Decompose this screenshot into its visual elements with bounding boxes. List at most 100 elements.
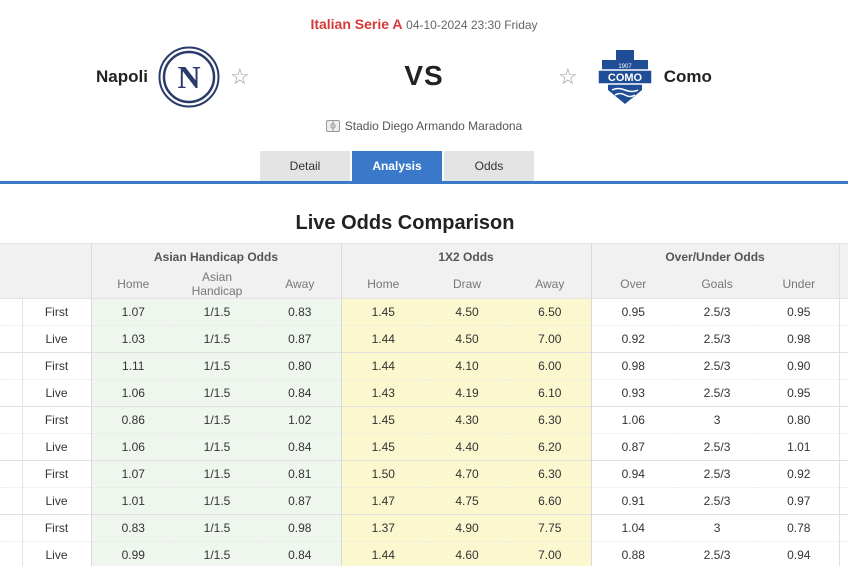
odds-cell: 4.50 [425, 297, 510, 325]
table-row[interactable]: First 1.11 1/1.5 0.80 1.44 4.10 6.00 0.98 2.5/3 0… [0, 351, 848, 379]
table-row[interactable]: Live 1.01 1/1.5 0.87 1.47 4.75 6.60 0.91 2.5/3 0.… [0, 486, 848, 514]
odds-cell: 0.88 [590, 540, 676, 566]
row-marker [0, 432, 23, 460]
odds-cell: 0.84 [259, 432, 342, 460]
row-marker [0, 486, 23, 514]
column-header: Under [759, 269, 840, 299]
odds-cell: 2.5/3 [675, 540, 760, 566]
home-team-name[interactable]: Napoli [96, 67, 148, 86]
svg-text:N: N [177, 59, 200, 95]
odds-cell: 0.87 [259, 486, 342, 514]
odds-cell: 4.10 [425, 351, 510, 379]
odds-cell: 1.11 [90, 351, 175, 379]
tab-bar: Detail Analysis Odds [260, 151, 536, 181]
odds-cell: 1/1.5 [175, 378, 259, 406]
odds-cell: 1/1.5 [175, 459, 259, 487]
odds-cell: 1.44 [340, 351, 426, 379]
odds-cell: 0.98 [590, 351, 676, 379]
odds-cell: 1.06 [90, 432, 175, 460]
away-favorite-star-icon[interactable]: ☆ [558, 64, 578, 89]
odds-cell: 4.70 [425, 459, 510, 487]
odds-cell: 1/1.5 [175, 324, 259, 352]
odds-cell: 0.92 [759, 459, 840, 487]
odds-cell: 2.5/3 [675, 486, 760, 514]
odds-cell: 0.83 [259, 297, 342, 325]
odds-cell: 1.43 [340, 378, 426, 406]
edge-cell [838, 243, 848, 270]
tab-detail[interactable]: Detail [260, 151, 350, 181]
edge-cell [838, 540, 848, 566]
odds-cell: 1.01 [90, 486, 175, 514]
odds-cell: 1.06 [590, 405, 676, 433]
odds-cell: 4.60 [425, 540, 510, 566]
edge-cell [838, 351, 848, 379]
odds-cell: 1.04 [590, 513, 676, 541]
edge-cell [838, 432, 848, 460]
odds-cell: 1.02 [259, 405, 342, 433]
odds-cell: 1/1.5 [175, 351, 259, 379]
stadium-icon [325, 120, 340, 132]
match-datetime: 04-10-2024 23:30 Friday [406, 18, 538, 32]
odds-cell: 0.92 [590, 324, 676, 352]
odds-cell: 2.5/3 [675, 378, 760, 406]
odds-cell: 0.81 [259, 459, 342, 487]
table-row[interactable]: Live 1.03 1/1.5 0.87 1.44 4.50 7.00 0.92 2.5/3 0.… [0, 324, 848, 352]
como-logo[interactable]: 1907 COMO [594, 46, 656, 108]
corner-cell [0, 243, 22, 270]
row-marker [0, 459, 23, 487]
table-row[interactable]: First 0.86 1/1.5 1.02 1.45 4.30 6.30 1.06 3 0.80 [0, 405, 848, 433]
odds-cell: 2.5/3 [675, 351, 760, 379]
odds-cell: 6.50 [509, 297, 592, 325]
odds-cell: 0.99 [90, 540, 175, 566]
row-marker [0, 540, 23, 566]
table-row[interactable]: First 0.83 1/1.5 0.98 1.37 4.90 7.75 1.04 3 0.78 [0, 513, 848, 541]
odds-cell: 1/1.5 [175, 513, 259, 541]
edge-cell [838, 486, 848, 514]
table-row[interactable]: First 1.07 1/1.5 0.81 1.50 4.70 6.30 0.94 2.5/3 0… [0, 459, 848, 487]
table-row[interactable]: Live 1.06 1/1.5 0.84 1.45 4.40 6.20 0.87 2.5/3 1.… [0, 432, 848, 460]
corner-cell [0, 269, 22, 299]
row-marker [0, 405, 23, 433]
edge-cell [838, 459, 848, 487]
odds-cell: 0.78 [759, 513, 840, 541]
odds-cell: 4.40 [425, 432, 510, 460]
row-marker [0, 297, 23, 325]
odds-cell: 6.60 [509, 486, 592, 514]
row-label: First [22, 513, 91, 541]
row-label: First [22, 297, 91, 325]
svg-text:COMO: COMO [608, 72, 643, 84]
odds-cell: 1.44 [340, 540, 426, 566]
table-row[interactable]: Live 0.99 1/1.5 0.84 1.44 4.60 7.00 0.88 2.5/3 0.… [0, 540, 848, 566]
odds-cell: 1.07 [90, 297, 175, 325]
odds-cell: 0.87 [590, 432, 676, 460]
row-label: Live [22, 540, 91, 566]
odds-cell: 4.50 [425, 324, 510, 352]
home-favorite-star-icon[interactable]: ☆ [229, 64, 250, 89]
odds-cell: 6.30 [509, 459, 592, 487]
column-header: Home [90, 269, 175, 299]
odds-cell: 0.84 [259, 540, 342, 566]
column-header: Asian Handicap [175, 269, 259, 299]
edge-cell [838, 378, 848, 406]
row-marker [0, 351, 23, 379]
odds-cell: 7.00 [509, 324, 592, 352]
row-label: Live [22, 432, 91, 460]
row-label: First [22, 405, 91, 433]
odds-cell: 0.98 [759, 324, 840, 352]
odds-table: Asian Handicap Odds 1X2 Odds Over/Under … [0, 243, 848, 566]
tab-odds[interactable]: Odds [444, 151, 534, 181]
column-header: Goals [675, 269, 760, 299]
league-name[interactable]: Italian Serie A [310, 16, 403, 32]
odds-cell: 2.5/3 [675, 297, 760, 325]
table-row[interactable]: First 1.07 1/1.5 0.83 1.45 4.50 6.50 0.95 2.5/3 0… [0, 297, 848, 325]
odds-cell: 1.07 [90, 459, 175, 487]
odds-cell: 1.47 [340, 486, 426, 514]
away-team-name[interactable]: Como [663, 67, 712, 86]
odds-cell: 1.01 [759, 432, 840, 460]
odds-cell: 2.5/3 [675, 432, 760, 460]
odds-cell: 1/1.5 [175, 405, 259, 433]
table-row[interactable]: Live 1.06 1/1.5 0.84 1.43 4.19 6.10 0.93 2.5/3 0.… [0, 378, 848, 406]
odds-cell: 1/1.5 [175, 297, 259, 325]
napoli-logo[interactable]: N [158, 46, 220, 108]
tab-analysis[interactable]: Analysis [352, 151, 442, 181]
